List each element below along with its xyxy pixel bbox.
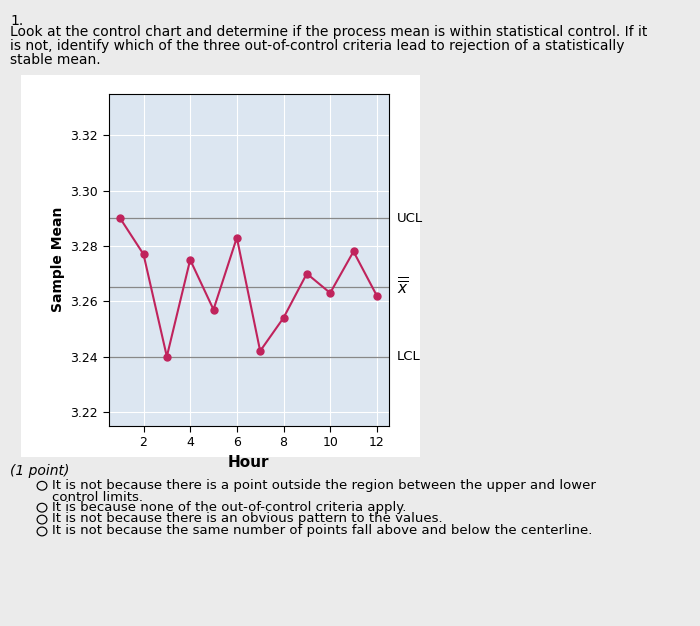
Text: It is not because there is a point outside the region between the upper and lowe: It is not because there is a point outsi…: [52, 479, 596, 491]
Text: control limits.: control limits.: [52, 491, 144, 503]
Text: Look at the control chart and determine if the process mean is within statistica: Look at the control chart and determine …: [10, 25, 648, 39]
Text: $\overline{\overline{x}}$: $\overline{\overline{x}}$: [397, 277, 408, 298]
Text: UCL: UCL: [397, 212, 423, 225]
FancyBboxPatch shape: [13, 68, 428, 464]
X-axis label: Hour: Hour: [228, 454, 270, 470]
Text: stable mean.: stable mean.: [10, 53, 101, 66]
Text: is not, identify which of the three out-of-control criteria lead to rejection of: is not, identify which of the three out-…: [10, 39, 625, 53]
Text: (1 point): (1 point): [10, 464, 70, 478]
Text: It is not because the same number of points fall above and below the centerline.: It is not because the same number of poi…: [52, 525, 593, 537]
Text: It is not because there is an obvious pattern to the values.: It is not because there is an obvious pa…: [52, 513, 443, 525]
Y-axis label: Sample Mean: Sample Mean: [51, 207, 65, 312]
Text: 1.: 1.: [10, 14, 24, 28]
Text: LCL: LCL: [397, 350, 421, 363]
Text: It is because none of the out-of-control criteria apply.: It is because none of the out-of-control…: [52, 501, 407, 513]
